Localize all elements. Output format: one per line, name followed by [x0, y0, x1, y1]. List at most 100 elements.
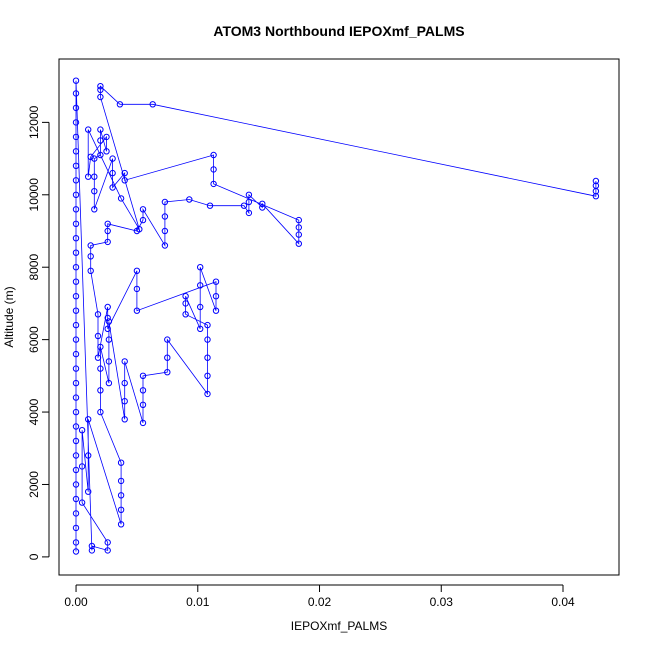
data-point	[72, 510, 80, 517]
data-point	[117, 477, 125, 485]
data-point	[182, 300, 189, 307]
data-point	[91, 188, 98, 195]
data-point	[161, 227, 169, 235]
data-point	[72, 90, 80, 97]
data-point	[164, 369, 171, 376]
data-point	[72, 365, 80, 372]
data-point	[105, 336, 113, 343]
y-tick-label: 0	[27, 553, 41, 560]
data-point	[295, 224, 302, 231]
data-point	[164, 336, 171, 343]
series-line	[75, 80, 597, 552]
data-point	[104, 539, 111, 546]
data-point	[72, 206, 80, 213]
data-point	[161, 213, 169, 220]
data-point	[72, 394, 80, 401]
x-tick-label: 0.02	[308, 595, 332, 609]
data-point	[117, 195, 125, 202]
data-point	[139, 401, 147, 408]
data-point	[592, 177, 600, 185]
data-point	[182, 311, 189, 318]
data-point	[72, 336, 80, 343]
data-point	[85, 452, 92, 459]
data-point	[88, 542, 96, 550]
data-point	[204, 390, 211, 398]
data-point	[259, 200, 266, 208]
data-point	[161, 242, 169, 249]
data-point	[104, 547, 111, 554]
x-axis: 0.00 0.01 0.02 0.03 0.04	[64, 584, 575, 609]
data-point	[72, 235, 80, 242]
data-point	[97, 387, 104, 394]
data-point	[72, 162, 80, 170]
x-tick-label: 0.00	[64, 595, 88, 609]
y-tick-label: 10000	[27, 178, 41, 212]
data-point	[164, 354, 171, 361]
data-point	[212, 278, 220, 285]
data-point	[97, 343, 104, 351]
data-point	[97, 83, 104, 90]
data-point	[78, 499, 86, 506]
x-tick-label: 0.03	[430, 595, 454, 609]
data-point	[245, 198, 253, 206]
data-point	[85, 416, 92, 423]
data-point	[72, 293, 80, 300]
data-point	[109, 169, 116, 177]
data-point	[72, 466, 80, 474]
data-point	[94, 332, 102, 340]
data-point	[104, 227, 111, 235]
data-point	[72, 249, 80, 256]
data-point	[97, 408, 104, 416]
data-point	[204, 372, 211, 379]
y-tick-label: 6000	[27, 326, 41, 353]
data-point	[121, 398, 128, 405]
data-point	[72, 539, 80, 546]
data-point	[212, 307, 220, 314]
x-tick-label: 0.04	[551, 595, 575, 609]
data-point	[72, 177, 80, 184]
y-tick-label: 4000	[27, 398, 41, 425]
data-point	[139, 372, 147, 379]
data-point	[87, 242, 94, 249]
data-point	[72, 452, 80, 459]
data-point	[72, 321, 80, 329]
y-tick-label: 8000	[27, 254, 41, 281]
data-point	[197, 264, 204, 271]
data-point	[121, 358, 128, 365]
data-point	[136, 226, 143, 233]
data-point	[97, 86, 104, 94]
data-point	[133, 267, 141, 274]
data-point	[72, 524, 80, 532]
data-point	[72, 148, 80, 155]
y-tick-label: 2000	[27, 471, 41, 498]
data-point	[206, 202, 214, 209]
data-point	[117, 521, 125, 528]
data-point	[121, 416, 128, 423]
data-point	[78, 463, 86, 470]
data-point	[91, 206, 98, 213]
data-point	[91, 173, 98, 180]
data-point	[210, 151, 217, 159]
data-point	[212, 293, 220, 300]
data-point	[72, 350, 80, 358]
data-point	[72, 481, 80, 488]
data-point	[97, 137, 104, 144]
y-tick-label: 12000	[27, 105, 41, 139]
data-point	[161, 198, 169, 206]
data-point	[72, 104, 80, 112]
data-point	[97, 93, 104, 101]
data-point	[149, 101, 156, 108]
data-point	[210, 166, 217, 173]
data-point	[259, 204, 266, 211]
data-point	[295, 240, 302, 247]
data-point	[197, 282, 204, 289]
data-point	[121, 379, 128, 387]
data-point	[139, 216, 147, 224]
data-point	[97, 151, 104, 159]
y-axis: 0 2000 4000 6000 8000 10000 12000	[27, 105, 50, 560]
data-point	[204, 321, 211, 329]
data-point	[133, 285, 141, 293]
data-point	[295, 231, 302, 238]
data-point	[116, 101, 124, 108]
